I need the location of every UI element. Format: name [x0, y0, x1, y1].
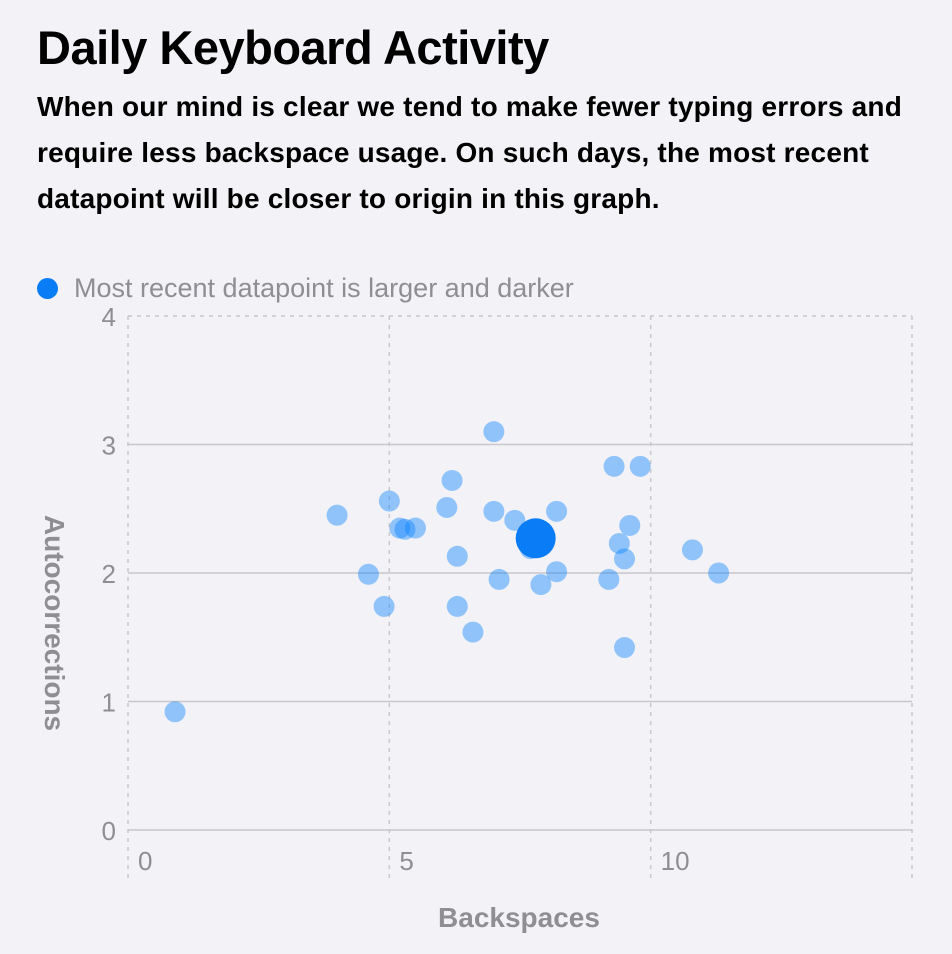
- data-point: [614, 637, 636, 659]
- chart-legend: Most recent datapoint is larger and dark…: [37, 268, 574, 308]
- data-point: [614, 548, 636, 570]
- x-tick-label: 5: [399, 846, 413, 876]
- x-tick-label: 10: [661, 846, 690, 876]
- x-axis-label: Backspaces: [438, 902, 600, 933]
- data-point: [629, 455, 651, 477]
- data-point: [530, 574, 552, 596]
- data-point: [598, 568, 620, 590]
- data-point: [546, 561, 568, 583]
- data-point: [708, 562, 730, 584]
- data-point: [603, 455, 625, 477]
- data-point: [404, 517, 426, 539]
- legend-swatch-icon: [37, 277, 58, 299]
- y-axis-label: Autocorrections: [39, 515, 70, 731]
- x-tick-label: 0: [138, 846, 152, 876]
- data-point: [373, 595, 395, 617]
- data-point: [681, 539, 703, 561]
- data-point: [446, 545, 468, 567]
- data-point: [483, 421, 505, 443]
- data-point: [546, 500, 568, 522]
- data-point: [357, 563, 379, 585]
- chart-title: Daily Keyboard Activity: [37, 21, 549, 74]
- data-point: [441, 469, 463, 491]
- data-point: [164, 701, 186, 723]
- data-point: [436, 496, 458, 518]
- chart-subtitle: When our mind is clear we tend to make f…: [37, 91, 903, 214]
- data-point: [462, 621, 484, 643]
- data-point: [394, 518, 416, 540]
- y-tick-label: 0: [102, 816, 116, 846]
- data-point: [504, 509, 526, 531]
- data-point: [389, 517, 411, 539]
- data-point: [608, 532, 630, 554]
- y-tick-label: 2: [102, 559, 116, 589]
- legend-label: Most recent datapoint is larger and dark…: [74, 273, 574, 303]
- data-point: [446, 595, 468, 617]
- data-point: [488, 568, 510, 590]
- data-point: [619, 514, 641, 536]
- y-tick-label: 3: [102, 431, 116, 461]
- data-point: [378, 490, 400, 512]
- y-tick-label: 1: [102, 688, 116, 718]
- y-tick-label: 4: [102, 302, 116, 332]
- data-point: [483, 500, 505, 522]
- most-recent-data-point: [515, 518, 556, 559]
- data-point: [326, 504, 348, 526]
